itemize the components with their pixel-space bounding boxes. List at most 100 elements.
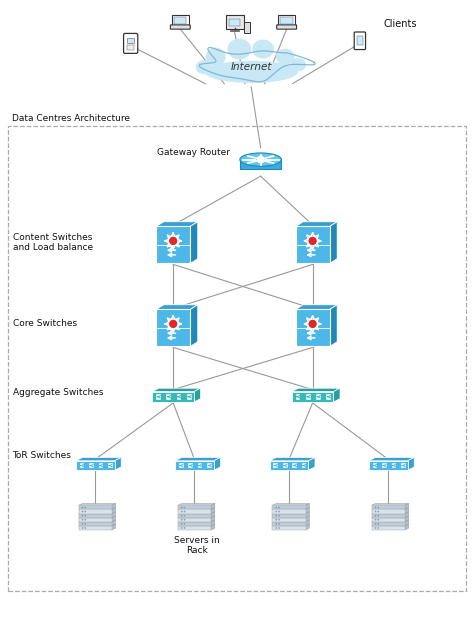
Circle shape [82, 515, 83, 517]
Polygon shape [309, 457, 315, 470]
Circle shape [181, 523, 182, 525]
FancyBboxPatch shape [283, 463, 288, 468]
Circle shape [278, 527, 280, 529]
FancyBboxPatch shape [292, 392, 333, 402]
Circle shape [308, 236, 318, 245]
FancyBboxPatch shape [178, 526, 211, 530]
FancyBboxPatch shape [273, 509, 306, 514]
Circle shape [82, 527, 83, 529]
Polygon shape [405, 507, 409, 514]
Circle shape [82, 519, 83, 520]
FancyBboxPatch shape [273, 526, 306, 530]
Polygon shape [79, 507, 116, 509]
FancyBboxPatch shape [175, 461, 214, 470]
Circle shape [374, 515, 376, 517]
FancyBboxPatch shape [372, 526, 405, 530]
Circle shape [278, 523, 280, 525]
FancyBboxPatch shape [226, 15, 244, 28]
FancyBboxPatch shape [79, 506, 112, 509]
Polygon shape [115, 457, 121, 470]
Circle shape [377, 523, 379, 525]
FancyBboxPatch shape [292, 463, 297, 468]
FancyBboxPatch shape [382, 463, 387, 468]
FancyBboxPatch shape [127, 45, 135, 50]
FancyBboxPatch shape [178, 518, 211, 522]
Circle shape [181, 527, 182, 529]
FancyBboxPatch shape [273, 518, 306, 522]
Polygon shape [175, 457, 220, 461]
Circle shape [184, 523, 185, 525]
Circle shape [374, 523, 376, 525]
Polygon shape [178, 520, 215, 522]
Circle shape [257, 156, 264, 163]
FancyBboxPatch shape [174, 17, 186, 24]
FancyBboxPatch shape [273, 506, 306, 509]
Polygon shape [306, 507, 310, 514]
FancyBboxPatch shape [79, 526, 112, 530]
Text: Data Centres Architecture: Data Centres Architecture [11, 114, 129, 122]
Polygon shape [369, 457, 414, 461]
FancyBboxPatch shape [153, 392, 194, 402]
Polygon shape [190, 222, 198, 263]
FancyBboxPatch shape [296, 394, 301, 400]
Polygon shape [405, 520, 409, 526]
Polygon shape [194, 388, 201, 402]
Text: Core Switches: Core Switches [12, 319, 77, 328]
Polygon shape [405, 516, 409, 522]
FancyBboxPatch shape [306, 394, 310, 400]
FancyBboxPatch shape [392, 463, 396, 468]
Circle shape [278, 507, 280, 508]
Polygon shape [273, 504, 310, 506]
FancyBboxPatch shape [372, 514, 405, 518]
Polygon shape [190, 305, 198, 347]
Circle shape [275, 515, 277, 517]
Polygon shape [372, 524, 409, 526]
FancyBboxPatch shape [356, 36, 363, 45]
Polygon shape [178, 524, 215, 526]
Polygon shape [405, 524, 409, 530]
Polygon shape [112, 504, 116, 509]
Polygon shape [76, 457, 121, 461]
Circle shape [84, 523, 86, 525]
Polygon shape [211, 520, 215, 526]
Polygon shape [211, 507, 215, 514]
Circle shape [168, 319, 178, 329]
FancyBboxPatch shape [198, 463, 202, 468]
Circle shape [374, 519, 376, 520]
Circle shape [168, 236, 178, 245]
Circle shape [82, 523, 83, 525]
Polygon shape [178, 507, 215, 509]
Polygon shape [112, 512, 116, 518]
FancyBboxPatch shape [327, 394, 331, 400]
Polygon shape [156, 222, 198, 226]
FancyBboxPatch shape [187, 394, 191, 400]
FancyBboxPatch shape [354, 32, 365, 49]
Polygon shape [112, 516, 116, 522]
FancyBboxPatch shape [244, 22, 250, 33]
FancyBboxPatch shape [372, 506, 405, 509]
FancyBboxPatch shape [372, 522, 405, 526]
FancyBboxPatch shape [76, 461, 115, 470]
Text: ToR Switches: ToR Switches [12, 451, 72, 460]
Polygon shape [112, 520, 116, 526]
Polygon shape [211, 504, 215, 509]
Polygon shape [273, 520, 310, 522]
Polygon shape [405, 512, 409, 518]
FancyBboxPatch shape [207, 463, 212, 468]
Circle shape [181, 515, 182, 517]
Ellipse shape [276, 49, 295, 65]
Circle shape [181, 519, 182, 520]
Polygon shape [211, 524, 215, 530]
Circle shape [84, 507, 86, 508]
Circle shape [278, 515, 280, 517]
FancyBboxPatch shape [230, 30, 239, 31]
Circle shape [184, 519, 185, 520]
Circle shape [82, 507, 83, 508]
FancyBboxPatch shape [89, 463, 94, 468]
Ellipse shape [228, 39, 251, 59]
FancyBboxPatch shape [372, 509, 405, 514]
Polygon shape [372, 520, 409, 522]
Circle shape [84, 519, 86, 520]
Circle shape [181, 507, 182, 508]
Circle shape [84, 527, 86, 529]
